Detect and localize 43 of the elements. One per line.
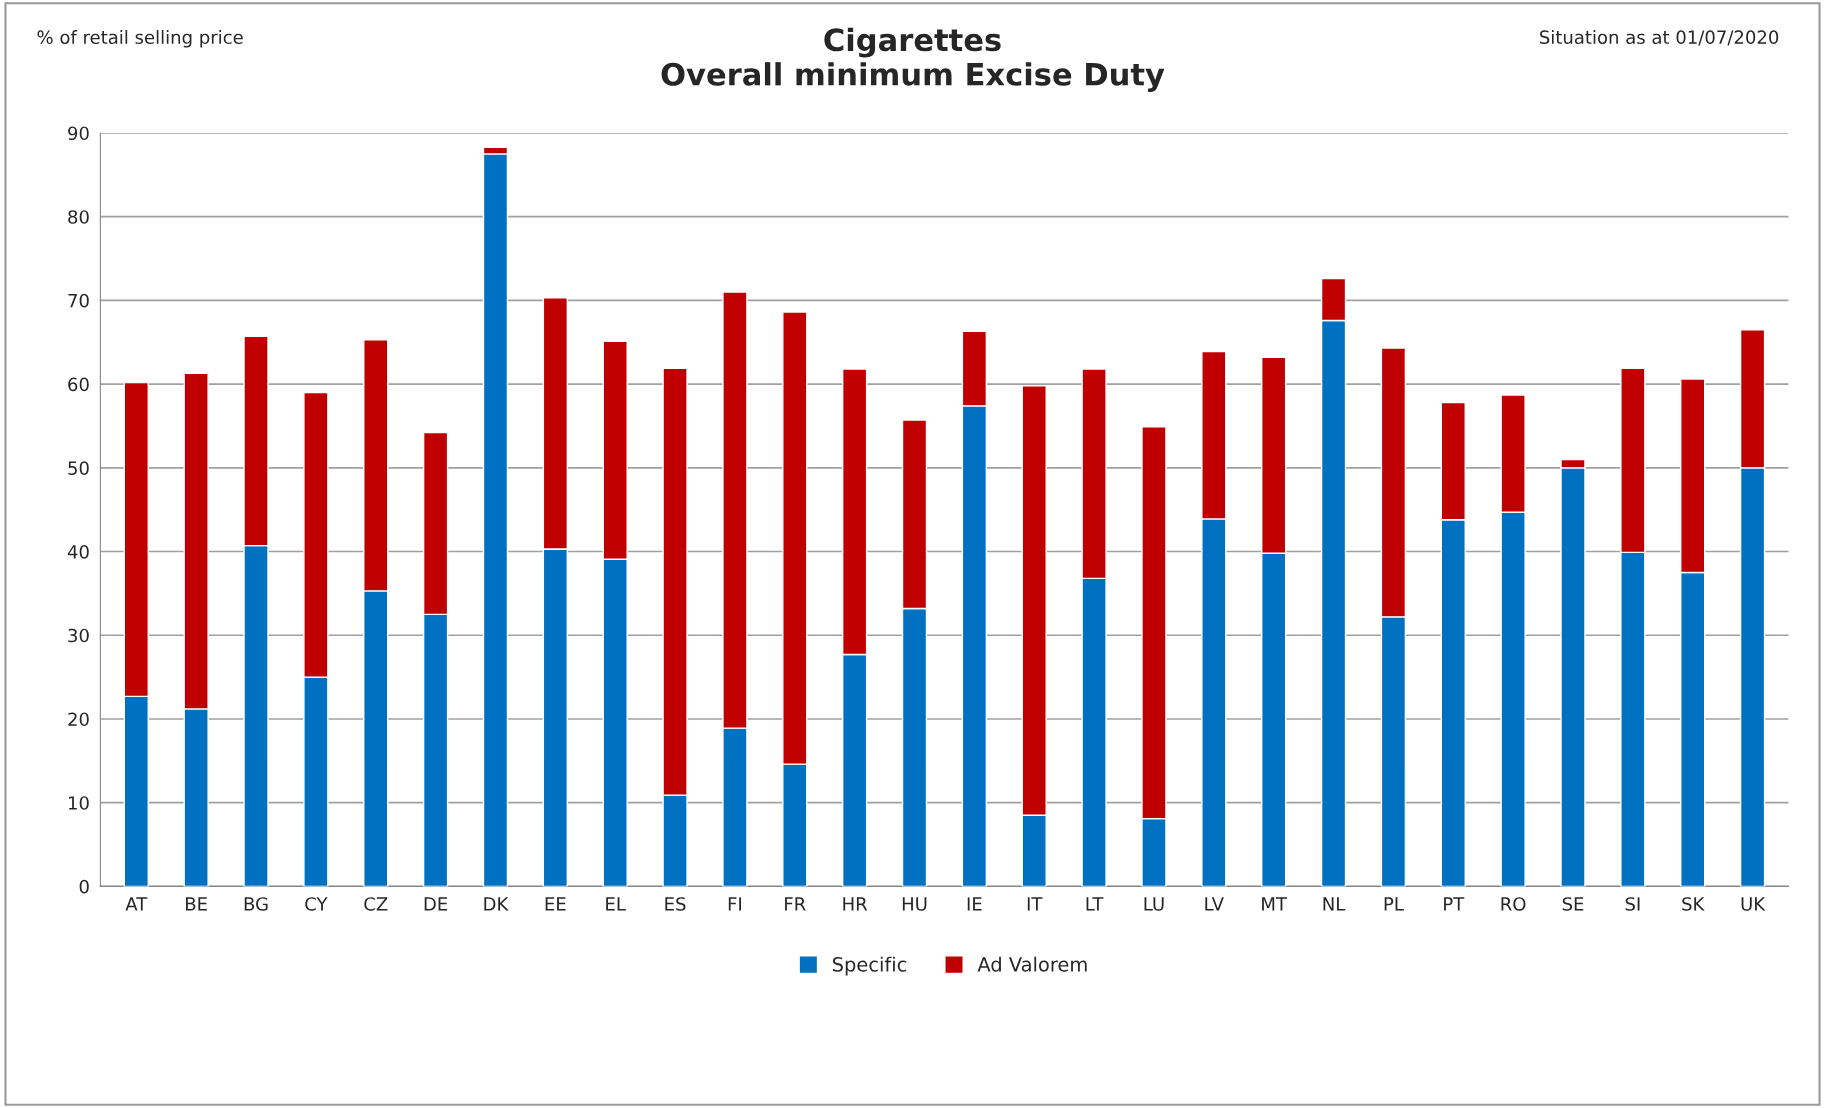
text: Situation as at 01/07/2020 <box>1540 30 1779 46</box>
x-tick-label: UK <box>1741 897 1766 911</box>
x-tick-label: MT <box>1262 897 1288 911</box>
x-tick-label: SI <box>1625 897 1640 911</box>
x-tick-label: CY <box>305 897 328 911</box>
x-tick-label: BE <box>186 897 207 911</box>
y-axis-title: % of retail selling price <box>37 30 243 48</box>
x-tick-label: SK <box>1682 897 1705 911</box>
x-tick-label: CZ <box>364 897 388 911</box>
y-tick-label: 10 <box>68 796 89 810</box>
chart-title: Cigarettes Overall minimum Excise Duty <box>661 27 1165 92</box>
x-tick-label: NL <box>1323 897 1346 911</box>
x-tick-label: DE <box>424 897 448 911</box>
x-tick-label: LT <box>1086 897 1104 911</box>
y-tick-label: 90 <box>68 126 89 141</box>
x-tick-label: IT <box>1027 897 1043 911</box>
x-tick-label: LU <box>1144 897 1164 911</box>
x-tick-label: IE <box>967 897 982 911</box>
y-tick-label: 40 <box>67 545 89 559</box>
y-tick-label: 20 <box>68 712 89 727</box>
x-tick-label: DK <box>484 897 509 911</box>
x-tick-label: ES <box>665 897 686 911</box>
x-tick-label: BG <box>244 897 268 911</box>
x-tick-label: EE <box>545 897 566 911</box>
y-tick-label: 50 <box>68 461 89 475</box>
x-tick-label: FR <box>785 897 806 911</box>
x-tick-label: RO <box>1501 897 1526 911</box>
x-tick-label: PL <box>1384 897 1404 911</box>
x-tick-label: EL <box>606 897 626 911</box>
y-tick-label: 30 <box>68 628 89 643</box>
legend-label: Ad Valorem <box>977 956 1087 972</box>
x-tick-label: PT <box>1444 897 1465 911</box>
legend-label: Specific <box>832 956 907 976</box>
x-tick-label: FI <box>728 897 741 911</box>
x-tick-label: LV <box>1205 897 1224 911</box>
y-tick-label: 80 <box>68 210 89 224</box>
x-tick-label: AT <box>125 897 148 911</box>
y-tick-label: 0 <box>79 879 89 894</box>
x-tick-label: SE <box>1562 897 1584 911</box>
x-tick-label: HU <box>902 897 927 911</box>
x-tick-label: HR <box>843 897 868 911</box>
y-tick-label: 60 <box>68 377 89 392</box>
y-tick-label: 70 <box>68 293 89 308</box>
